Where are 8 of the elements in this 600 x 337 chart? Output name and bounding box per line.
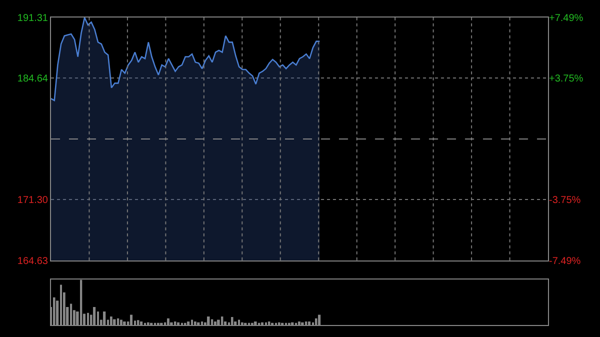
y-tick-label: 171.30: [17, 195, 48, 206]
y-tick-label: 184.64: [17, 74, 48, 85]
y-tick-label: 191.31: [17, 13, 48, 24]
y2-tick-label: -3.75%: [549, 195, 581, 206]
y2-tick-label: +7.49%: [549, 13, 584, 24]
y2-tick-label: -7.49%: [549, 256, 581, 267]
y-tick-label: 164.63: [17, 256, 48, 267]
y2-tick-label: +3.75%: [549, 74, 584, 85]
